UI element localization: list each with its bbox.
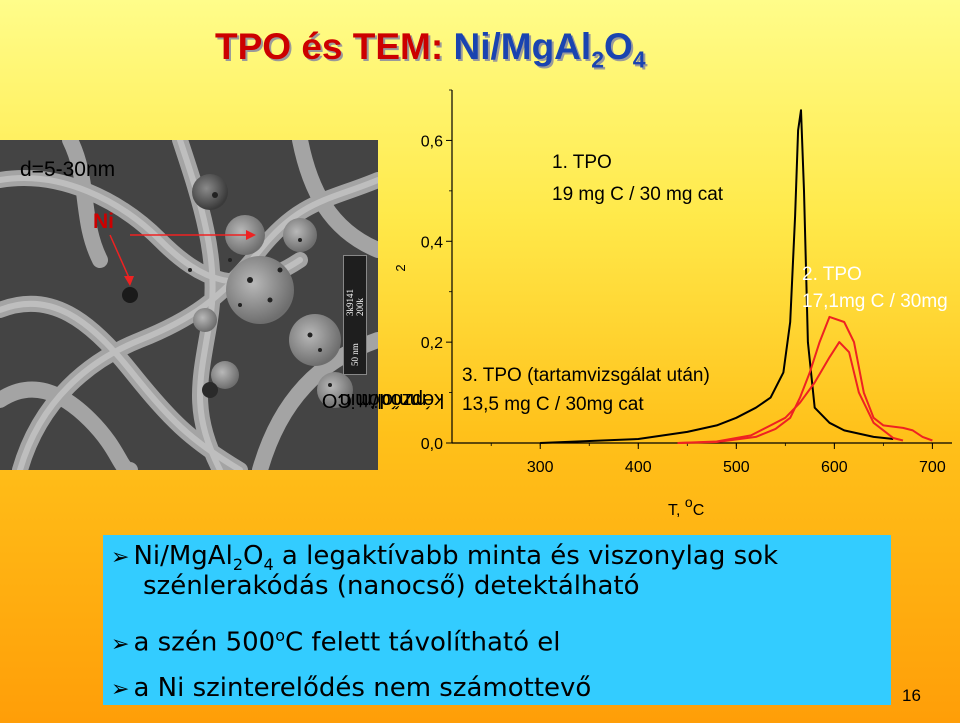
bullet-1-sub-b: 4 — [263, 555, 274, 575]
annotation-2-line1: 2. TPO — [802, 264, 862, 285]
bullet-2-b: C felett távolítható el — [285, 627, 561, 658]
title-formula-o: O — [603, 26, 633, 67]
slide-title: TPO és TEM: Ni/MgAl2O4 — [215, 26, 646, 73]
page-number: 16 — [902, 686, 921, 705]
annotation-1-line1: 1. TPO — [552, 152, 612, 173]
x-axis-label: T, oC — [668, 494, 704, 519]
y-tick-label: 0,6 — [421, 133, 443, 150]
y-tick-label: 0,4 — [421, 234, 443, 251]
bullet-1-c: a legaktívabb minta és viszonylag sok — [273, 541, 779, 571]
bullet-2-sup: o — [275, 626, 285, 645]
title-part1: TPO és TEM: — [215, 26, 454, 67]
bullet-3-a: a Ni szinterelődés nem számottevő — [133, 673, 592, 703]
bullet-2: ➢ a szén 500oC felett távolítható el — [111, 621, 561, 660]
annotation-3-line1: 3. TPO (tartamvizsgálat után) — [462, 365, 710, 386]
x-tick-label: 600 — [821, 459, 848, 476]
x-tick-label: 500 — [723, 459, 750, 476]
bullet-1-b: O — [243, 541, 264, 571]
title-sub2: 4 — [632, 46, 646, 73]
series-line-1 — [540, 109, 894, 444]
tem-image — [0, 140, 378, 470]
particle-size-label: d=5-30nm — [20, 158, 116, 181]
title-formula: Ni/MgAl — [453, 26, 592, 67]
title-sub1: 2 — [591, 46, 604, 73]
bullet-1: ➢ Ni/MgAl2O4 a legaktívabb minta és viszo… — [111, 541, 778, 580]
annotation-2-line2: 17,1mg C / 30mg — [802, 291, 948, 312]
bullet-1-sub-a: 2 — [232, 555, 244, 575]
x-tick-label: 700 — [919, 459, 946, 476]
ni-label: Ni — [93, 210, 114, 233]
x-tick-label: 400 — [625, 459, 652, 476]
y-tick-label: 0,0 — [421, 436, 443, 453]
bullet-1-line2-text: szénlerakódás (nanocső) detektálható — [143, 571, 640, 601]
annotation-1-line2: 19 mg C / 30 mg cat — [552, 184, 724, 205]
bullet-1-line2: szénlerakódás (nanocső) detektálható — [143, 571, 640, 601]
bullet-arrow-icon: ➢ — [111, 545, 130, 570]
scale-bar-box: 3k9141 200k 50 nm — [343, 255, 367, 375]
bullet-box: ➢ Ni/MgAl2O4 a legaktívabb minta és viszo… — [103, 535, 891, 705]
bullet-3: ➢ a Ni szinterelődés nem számottevő — [111, 673, 591, 705]
bullet-2-a: a szén 500 — [133, 627, 276, 658]
x-tick-label: 300 — [527, 459, 554, 476]
annotation-3-line2: 13,5 mg C / 30mg cat — [462, 394, 644, 415]
bullet-arrow-icon: ➢ — [111, 631, 130, 657]
series-line-3 — [677, 341, 904, 444]
bullet-arrow-icon: ➢ — [111, 677, 130, 702]
bullet-1-a: Ni/MgAl — [133, 541, 233, 571]
title-part2: Ni/MgAl2O4 — [453, 26, 645, 72]
y-tick-label: 0,2 — [421, 335, 443, 352]
series-line-2 — [677, 315, 933, 444]
